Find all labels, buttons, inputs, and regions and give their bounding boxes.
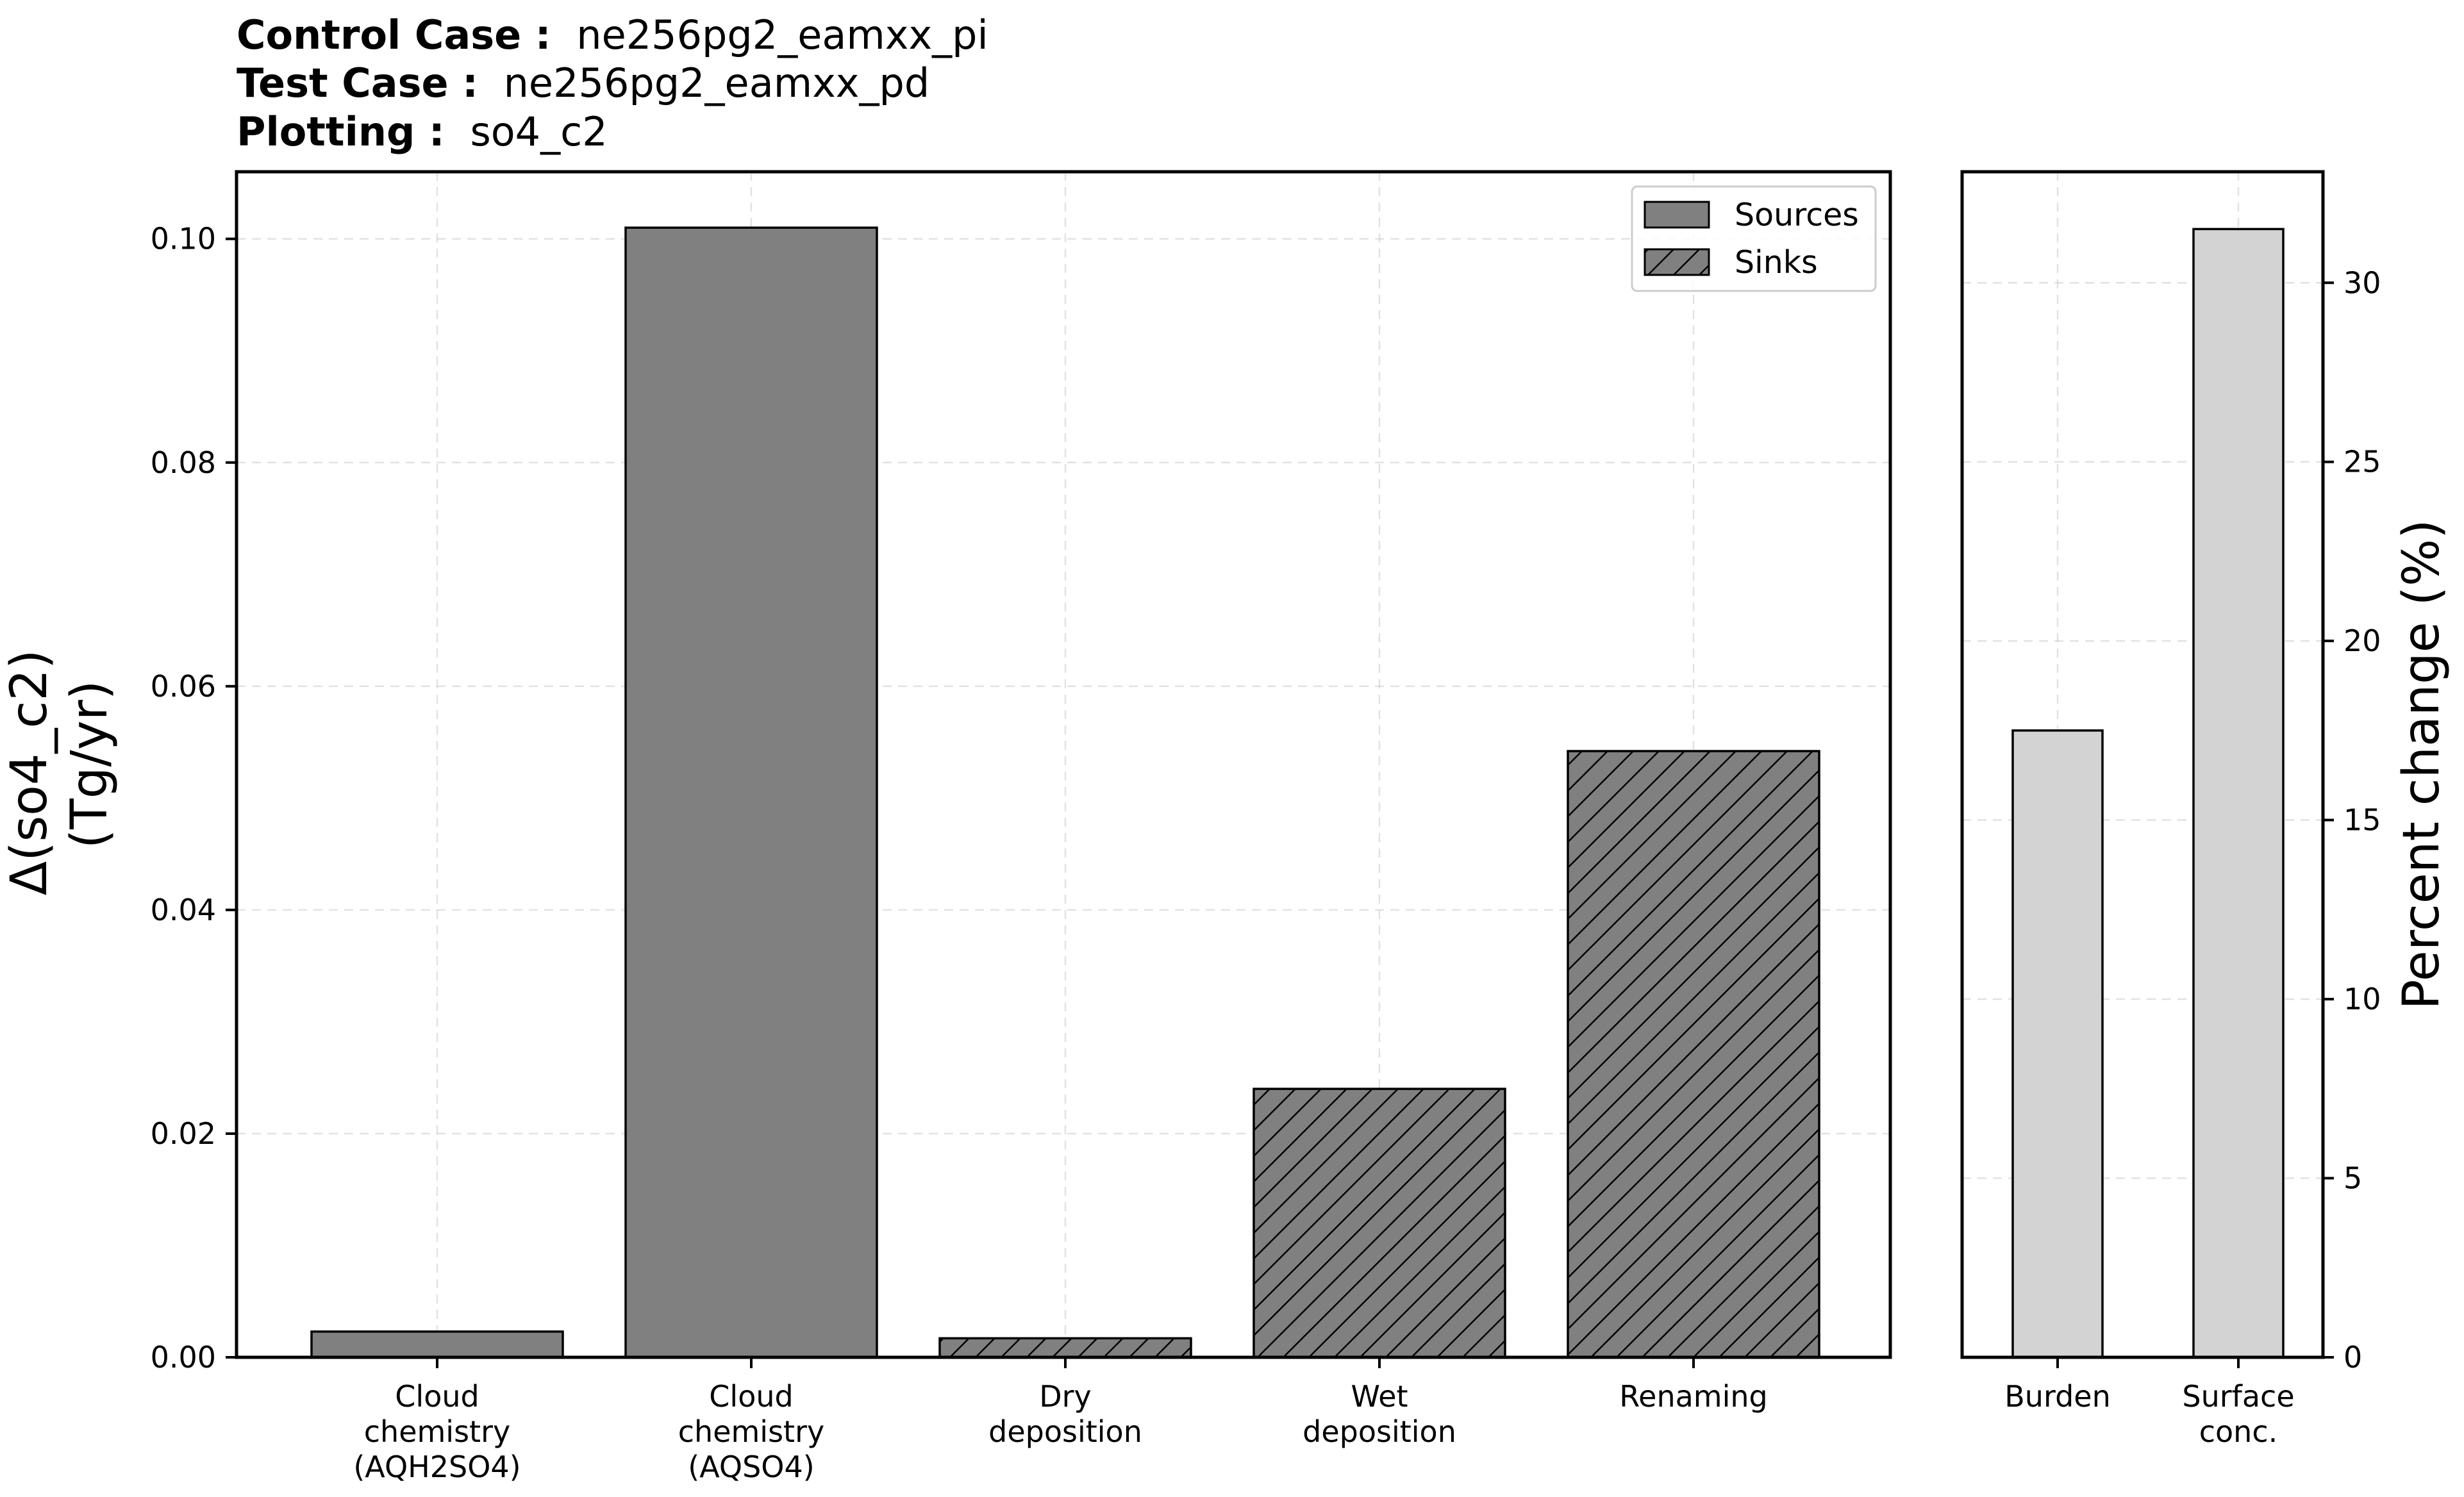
right-y-tick-label: 20 — [2343, 624, 2381, 658]
left-y-axis-label: Δ(so4_c2) (Tg/yr) — [1, 634, 119, 896]
right-x-tick-label-line: Surface — [2182, 1379, 2294, 1414]
svg-text:Test Case : ne256pg2_eam: Test Case : ne256pg2_eamxx_pd — [237, 60, 929, 106]
left-x-tick-label-line: deposition — [1303, 1414, 1456, 1449]
left-y-axis-label-line2: (Tg/yr) — [61, 681, 119, 849]
left-x-tick-label: Cloud chemistry (AQSO4) — [678, 1379, 824, 1484]
header: Control Case : ne256pg2_eamxx_pi Test Ca… — [237, 12, 988, 155]
test-case-value: ne256pg2_eamxx_pd — [504, 60, 930, 106]
left-x-tick-label-line: deposition — [988, 1414, 1142, 1449]
svg-text:Control Case : ne256pg2_: Control Case : ne256pg2_eamxx_pi — [237, 12, 988, 58]
left-y-tick-label: 0.06 — [151, 669, 216, 704]
right-y-tick-label: 10 — [2343, 982, 2381, 1016]
right-x-tick-label: Surface conc. — [2182, 1379, 2294, 1449]
right-y-ticks: 0 5 10 15 20 25 30 — [2323, 265, 2381, 1375]
left-plot-frame — [235, 170, 1892, 1359]
legend-sinks-label: Sinks — [1735, 244, 1818, 281]
left-x-tick-label-line: Cloud — [395, 1379, 479, 1414]
right-y-tick-label: 0 — [2343, 1340, 2362, 1375]
control-case-label: Control Case : — [237, 12, 551, 58]
legend-sources-swatch — [1644, 201, 1710, 229]
left-x-tick-label-line: Wet — [1351, 1379, 1408, 1414]
left-bar — [624, 226, 878, 1359]
left-y-tick-label: 0.10 — [151, 222, 216, 256]
left-x-tick-label: Wet deposition — [1303, 1379, 1456, 1449]
right-bars — [2011, 227, 2285, 1359]
left-y-ticks: 0.00 0.02 0.04 0.06 0.08 0.10 — [151, 222, 237, 1375]
left-y-tick-label: 0.00 — [151, 1340, 216, 1375]
svg-text:Plotting : so4_c2: Plotting : so4_c2 — [237, 108, 608, 155]
right-plot-frame — [1960, 170, 2325, 1359]
left-bar — [1253, 1088, 1506, 1359]
left-y-tick-label: 0.08 — [151, 445, 216, 480]
left-bar — [310, 1330, 564, 1359]
right-y-tick-label: 5 — [2343, 1161, 2362, 1196]
left-bar — [1567, 750, 1820, 1359]
budget-change-chart: 0.000.020.040.060.080.10 Cloud chemistry(… — [1, 170, 1892, 1484]
plotting-label: Plotting : — [237, 108, 445, 155]
left-x-tick-label-line: chemistry — [678, 1414, 824, 1449]
right-x-tick-label: Burden — [2004, 1379, 2110, 1414]
left-x-tick-label-line: Cloud — [709, 1379, 793, 1414]
right-y-tick-label: 25 — [2343, 445, 2381, 479]
left-x-tick-label-line: chemistry — [364, 1414, 510, 1449]
right-x-tick-label-line: Burden — [2004, 1379, 2110, 1414]
right-x-tick-labels: Burden Surface conc. — [2004, 1357, 2295, 1449]
right-y-tick-label: 15 — [2343, 803, 2381, 838]
right-y-tick-label: 30 — [2343, 265, 2381, 300]
legend-sources-label: Sources — [1735, 197, 1859, 233]
right-bar — [2011, 729, 2104, 1359]
left-x-tick-label: Cloud chemistry (AQH2SO4) — [353, 1379, 520, 1484]
left-x-tick-label: Renaming — [1619, 1379, 1767, 1414]
left-bar — [938, 1337, 1192, 1359]
left-x-tick-label-line: Renaming — [1619, 1379, 1767, 1414]
left-y-tick-label: 0.02 — [151, 1116, 216, 1151]
right-bar — [2192, 227, 2285, 1359]
test-case-label: Test Case : — [237, 60, 478, 106]
left-x-tick-labels: Cloud chemistry (AQH2SO4)Cloud chemistry (AQ… — [353, 1357, 1768, 1484]
left-x-tick-label: Dry deposition — [988, 1379, 1142, 1449]
legend-sinks-swatch — [1644, 248, 1710, 276]
percent-change-chart: 0 5 10 15 20 25 30 Burden Surface conc. Percent … — [1960, 170, 2451, 1449]
left-y-tick-label: 0.04 — [151, 893, 216, 927]
plotting-value: so4_c2 — [470, 108, 607, 155]
left-x-tick-label-line: Dry — [1039, 1379, 1092, 1414]
left-bars — [310, 226, 1820, 1359]
left-x-tick-label-line: (AQSO4) — [688, 1450, 814, 1484]
control-case-value: ne256pg2_eamxx_pi — [576, 12, 988, 58]
right-y-axis-label: Percent change (%) — [2393, 519, 2451, 1009]
left-y-axis-label-line1: Δ(so4_c2) — [1, 650, 58, 896]
left-x-tick-label-line: (AQH2SO4) — [353, 1450, 520, 1484]
right-x-tick-label-line: conc. — [2199, 1414, 2278, 1449]
legend: Sources Sinks — [1631, 185, 1877, 292]
